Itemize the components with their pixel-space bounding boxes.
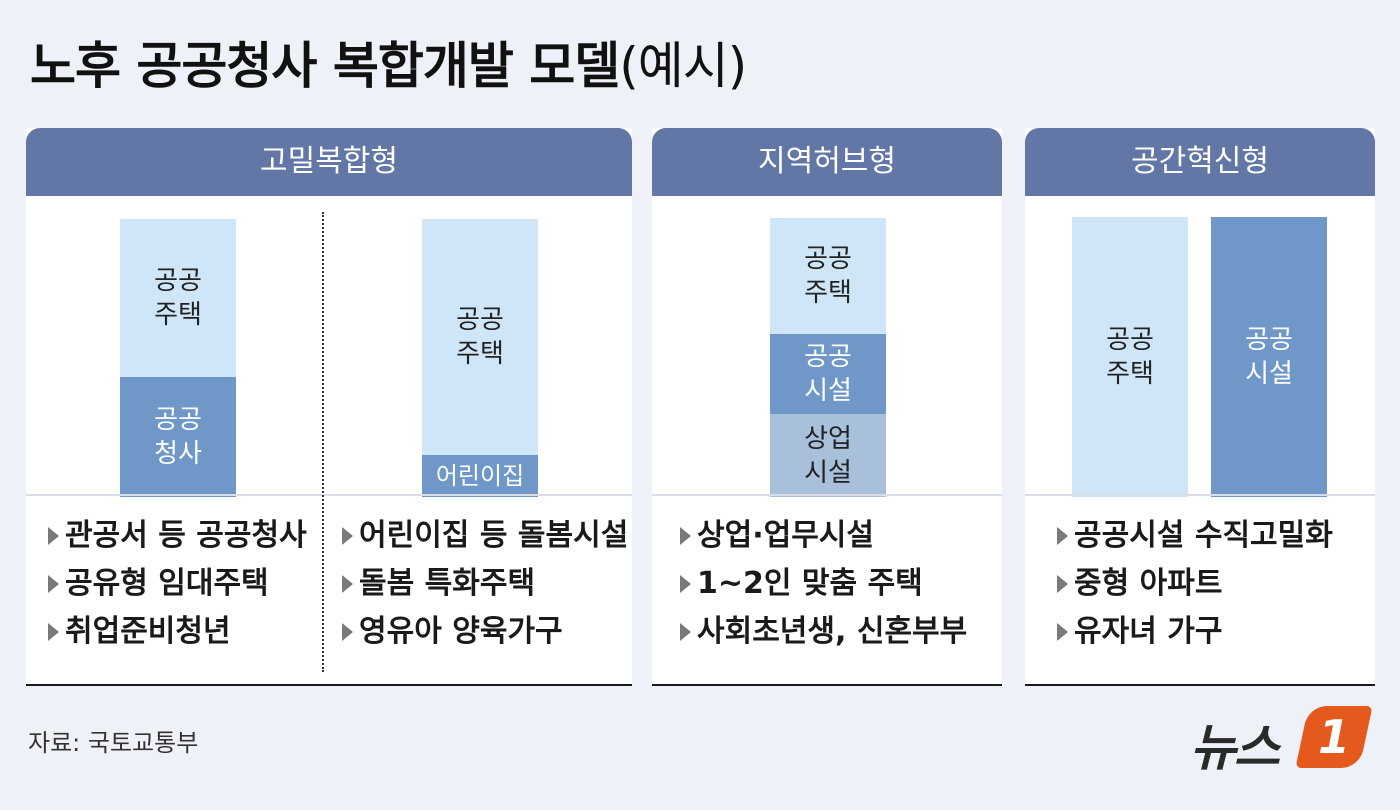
bar-public-office: 공공 청사 [120, 377, 236, 497]
list-item: 관공서 등 공공청사 [48, 512, 338, 560]
bullet-list-left: 관공서 등 공공청사 공유형 임대주택 취업준비청년 [48, 512, 338, 656]
triangle-icon [48, 527, 59, 545]
list-item: 취업준비청년 [48, 608, 338, 656]
bar-public-housing: 공공 주택 [120, 219, 236, 377]
bar-daycare: 어린이집 [422, 455, 538, 497]
list-item: 유자녀 가구 [1057, 608, 1373, 656]
column-area: 공공 주택 공공 시설 [1025, 196, 1375, 497]
triangle-icon [680, 575, 691, 593]
bullet-list-right: 어린이집 등 돌봄시설 돌봄 특화주택 영유아 양육가구 [342, 512, 632, 656]
triangle-icon [342, 623, 353, 641]
triangle-icon [1057, 575, 1068, 593]
list-item: 중형 아파트 [1057, 560, 1373, 608]
panel-header: 고밀복합형 [26, 128, 632, 196]
list-item: 공유형 임대주택 [48, 560, 338, 608]
bar-public-facility: 공공 시설 [770, 334, 886, 414]
triangle-icon [1057, 527, 1068, 545]
column-area: 공공 주택 공공 청사 공공 주택 어린이집 [26, 196, 632, 497]
triangle-icon [342, 527, 353, 545]
logo-badge-icon: 1 [1295, 706, 1373, 768]
panel-header: 지역허브형 [652, 128, 1002, 196]
triangle-icon [680, 527, 691, 545]
panel-space-innovation: 공간혁신형 공공 주택 공공 시설 공공시설 수직고밀화 중형 아파트 유자녀 … [1025, 128, 1375, 686]
triangle-icon [48, 575, 59, 593]
panel-high-density: 고밀복합형 공공 주택 공공 청사 공공 주택 어린이집 관공서 등 공공청사 … [26, 128, 632, 686]
column-area: 공공 주택 공공 시설 상업 시설 [652, 196, 1002, 497]
panel-regional-hub: 지역허브형 공공 주택 공공 시설 상업 시설 상업·업무시설 1~2인 맞춤 … [652, 128, 1002, 686]
list-item: 1~2인 맞춤 주택 [680, 560, 1000, 608]
list-item: 돌봄 특화주택 [342, 560, 632, 608]
list-item: 어린이집 등 돌봄시설 [342, 512, 632, 560]
title-suffix: (예시) [619, 37, 747, 95]
list-item: 사회초년생, 신혼부부 [680, 608, 1000, 656]
title-main: 노후 공공청사 복합개발 모델 [30, 37, 620, 95]
triangle-icon [342, 575, 353, 593]
page-title: 노후 공공청사 복합개발 모델(예시) [30, 26, 747, 98]
bar-commercial-facility: 상업 시설 [770, 414, 886, 497]
divider [26, 494, 632, 496]
divider [652, 494, 1002, 496]
list-item: 상업·업무시설 [680, 512, 1000, 560]
bar-public-housing: 공공 주택 [1072, 217, 1188, 497]
bar-public-housing: 공공 주택 [770, 218, 886, 334]
panel-header: 공간혁신형 [1025, 128, 1375, 196]
divider [1025, 494, 1375, 496]
dotted-divider [322, 212, 324, 672]
logo-text: 뉴스 [1190, 719, 1280, 777]
triangle-icon [680, 623, 691, 641]
news1-logo: 뉴스 1 [1190, 706, 1380, 777]
source-note: 자료: 국토교통부 [28, 729, 199, 757]
bar-public-facility: 공공 시설 [1211, 217, 1327, 497]
bar-public-housing: 공공 주택 [422, 219, 538, 455]
bullet-list: 공공시설 수직고밀화 중형 아파트 유자녀 가구 [1057, 512, 1373, 656]
triangle-icon [48, 623, 59, 641]
list-item: 영유아 양육가구 [342, 608, 632, 656]
bullet-list: 상업·업무시설 1~2인 맞춤 주택 사회초년생, 신혼부부 [680, 512, 1000, 656]
list-item: 공공시설 수직고밀화 [1057, 512, 1373, 560]
triangle-icon [1057, 623, 1068, 641]
